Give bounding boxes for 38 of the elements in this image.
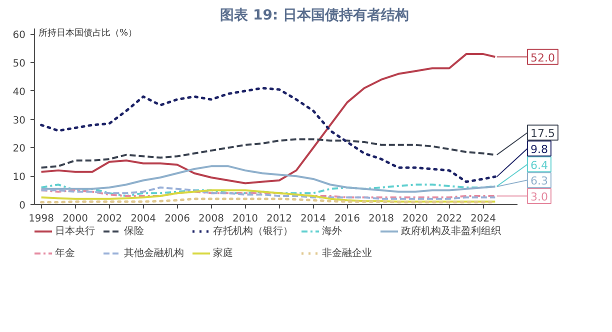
x-tick-label: 2006: [164, 214, 190, 224]
legend-label: 政府机构及非盈利组织: [401, 224, 501, 238]
y-tick-label: 50: [12, 58, 26, 70]
x-tick-label: 2018: [368, 214, 394, 224]
x-tick-label: 2016: [334, 214, 360, 224]
x-tick-label: 2020: [402, 214, 428, 224]
data-label: 52.0: [530, 51, 555, 64]
data-label: 17.5: [530, 127, 555, 140]
legend-label: 非金融企业: [322, 246, 372, 260]
x-tick-label: 2022: [436, 214, 462, 224]
x-tick-label: 2024: [470, 214, 496, 224]
x-tick-label: 2008: [198, 214, 224, 224]
legend-label: 年金: [55, 247, 75, 260]
x-tick-label: 1998: [28, 214, 54, 224]
y-tick-label: 30: [12, 115, 26, 126]
x-tick-label: 2000: [62, 214, 88, 224]
data-label: 3.0: [530, 190, 548, 204]
x-tick-label: 2002: [96, 214, 122, 224]
chart-title: 图表 19: 日本国债持有者结构: [220, 8, 409, 24]
y-tick-label: 20: [12, 144, 26, 155]
data-label: 6.3: [530, 174, 548, 188]
legend-label: 其他金融机构: [124, 246, 184, 260]
x-tick-label: 2004: [130, 214, 156, 224]
y-tick-label: 60: [12, 30, 26, 42]
legend-label: 家庭: [213, 246, 233, 260]
legend-label: 保险: [124, 225, 144, 238]
legend-label: 存托机构（银行）: [213, 224, 293, 238]
x-tick-label: 2012: [266, 214, 292, 224]
legend-label: 日本央行: [55, 224, 95, 238]
legend-label: 海外: [322, 225, 342, 238]
data-label: 6.4: [530, 158, 548, 172]
x-tick-label: 2014: [300, 214, 326, 224]
y-tick-label: 40: [12, 86, 26, 98]
y-tick-label: 0: [19, 200, 26, 212]
y-tick-label: 10: [12, 172, 26, 184]
line-series: [40, 189, 496, 203]
x-tick-label: 2010: [232, 214, 258, 224]
data-label: 9.8: [530, 142, 548, 156]
